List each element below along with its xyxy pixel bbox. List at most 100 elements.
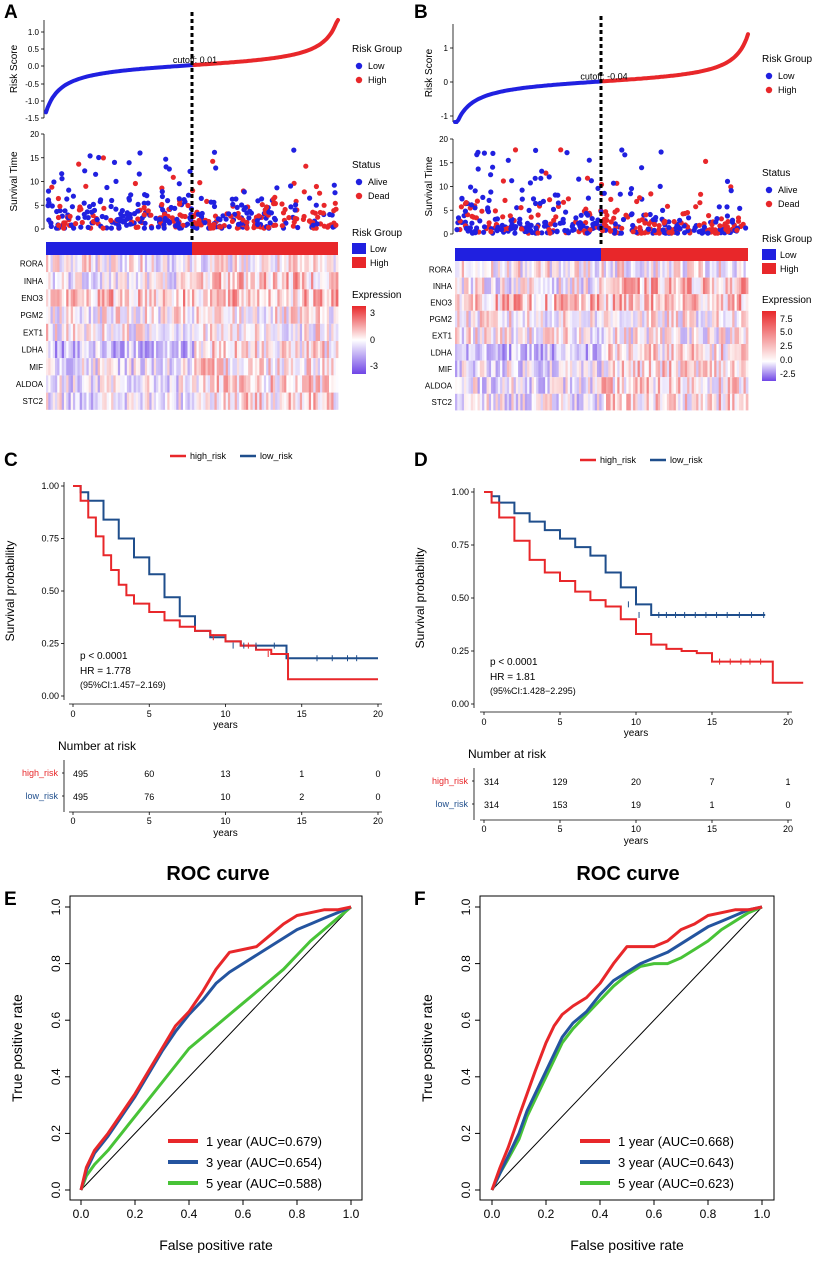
heatmap-cell	[250, 289, 254, 307]
heatmap-cell	[313, 392, 316, 410]
heatmap-cell	[236, 255, 240, 273]
heatmap-cell	[567, 261, 571, 278]
heatmap-cell	[601, 393, 605, 411]
heatmap-cell	[248, 323, 251, 341]
heatmap-cell	[97, 306, 101, 324]
heatmap-cell	[275, 358, 278, 376]
heatmap-cell	[113, 323, 117, 341]
x-axis-label: years	[213, 720, 237, 731]
alive-point	[108, 225, 114, 231]
heatmap-cell	[669, 377, 672, 394]
heatmap-cell	[88, 323, 92, 341]
heatmap-cell	[221, 255, 224, 273]
alive-point	[174, 216, 180, 222]
heatmap-cell	[491, 310, 494, 328]
alive-point	[611, 230, 618, 236]
heatmap-cell	[644, 393, 647, 411]
heatmap-cell	[281, 289, 285, 307]
heatmap-cell	[515, 377, 519, 394]
heatmap-cell	[225, 289, 229, 307]
heatmap-cell	[621, 344, 625, 361]
gene-label: ENO3	[430, 299, 452, 308]
heatmap-cell	[738, 327, 742, 344]
heatmap-cell	[725, 294, 729, 311]
heatmap-cell	[169, 392, 173, 410]
dead-point	[696, 222, 703, 228]
heatmap-cell	[536, 344, 539, 361]
roc-3-year-curve	[79, 905, 352, 1191]
heatmap-cell	[126, 289, 130, 307]
heatmap-cell	[642, 310, 645, 328]
heatmap-cell	[576, 261, 580, 278]
alive-point	[120, 219, 126, 225]
heatmap-cell	[102, 272, 105, 290]
heatmap-cell	[198, 392, 202, 410]
heatmap-cell	[574, 310, 578, 328]
heatmap-cell	[50, 358, 54, 376]
heatmap-cell	[734, 360, 738, 378]
heatmap-cell	[646, 360, 650, 378]
heatmap-cell	[293, 392, 296, 410]
alive-point	[469, 220, 475, 226]
heatmap-cell	[70, 272, 74, 290]
heatmap-cell	[637, 393, 641, 411]
heatmap-cell	[594, 261, 598, 278]
heatmap-cell	[666, 377, 670, 394]
heatmap-cell	[511, 327, 514, 344]
dead-point	[207, 222, 213, 228]
heatmap-cell	[477, 261, 481, 278]
dead-point	[458, 204, 464, 210]
dead-point	[623, 212, 629, 218]
heatmap-cell	[169, 341, 173, 359]
heatmap-cell	[633, 344, 636, 361]
heatmap-cell	[149, 272, 152, 290]
alive-point	[70, 193, 76, 199]
heatmap-cell	[511, 310, 514, 328]
heatmap-cell	[628, 261, 632, 278]
heatmap-cell	[743, 310, 747, 328]
heatmap-cell	[497, 294, 501, 311]
alive-point	[64, 196, 70, 202]
heatmap-cell	[106, 323, 110, 341]
heatmap-cell	[165, 392, 168, 410]
heatmap-cell	[117, 341, 121, 359]
heatmap-cell	[124, 392, 128, 410]
heatmap-cell	[608, 393, 611, 411]
heatmap-cell	[628, 344, 632, 361]
heatmap-cell	[745, 344, 749, 361]
heatmap-cell	[675, 310, 679, 328]
heatmap-cell	[727, 344, 731, 361]
heatmap-cell	[268, 289, 272, 307]
survival-axis-label: Survival Time	[9, 151, 20, 211]
heatmap-cell	[203, 272, 206, 290]
heatmap-cell	[536, 377, 539, 394]
dead-point	[61, 222, 67, 228]
heatmap-cell	[126, 255, 130, 273]
heatmap-cell	[61, 289, 65, 307]
dead-point	[264, 204, 270, 210]
heatmap-cell	[218, 306, 222, 324]
heatmap-cell	[254, 272, 258, 290]
heatmap-cell	[511, 294, 514, 311]
heatmap-cell	[97, 358, 101, 376]
heatmap-cell	[254, 323, 258, 341]
alive-point	[660, 227, 666, 233]
heatmap-cell	[610, 294, 614, 311]
heatmap-cell	[531, 360, 535, 378]
dead-point	[317, 190, 323, 196]
heatmap-cell	[479, 261, 483, 278]
heatmap-cell	[709, 360, 713, 378]
heatmap-cell	[617, 277, 620, 295]
heatmap-cell	[212, 358, 215, 376]
alive-point	[153, 215, 159, 221]
heatmap-cell	[50, 272, 54, 290]
heatmap-cell	[540, 261, 544, 278]
heatmap-cell	[533, 310, 537, 328]
heatmap-cell	[295, 255, 298, 273]
heatmap-cell	[736, 277, 740, 295]
heatmap-cell	[88, 306, 92, 324]
heatmap-cell	[277, 358, 280, 376]
legend-label: Dead	[778, 199, 800, 209]
heatmap-cell	[484, 294, 487, 311]
heatmap-cell	[86, 289, 90, 307]
